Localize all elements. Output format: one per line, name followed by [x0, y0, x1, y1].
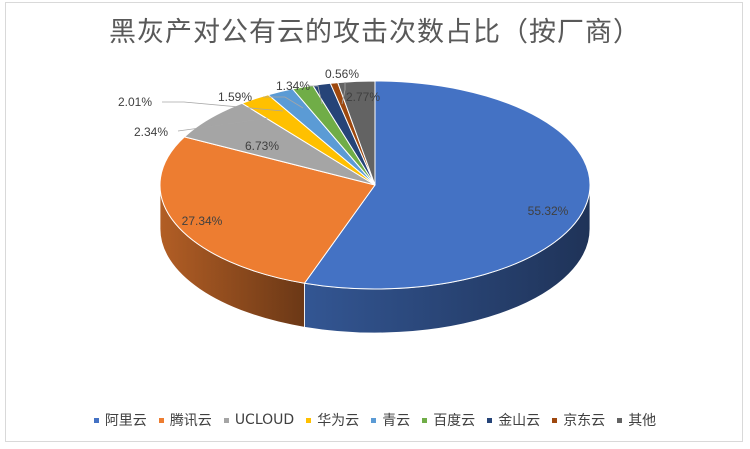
legend-label: 百度云: [433, 413, 476, 429]
legend-item-3: 华为云: [306, 410, 359, 430]
legend-label: 金山云: [498, 413, 541, 429]
legend-label: 青云: [382, 413, 411, 429]
legend-swatch: [487, 417, 493, 423]
legend-item-6: 金山云: [487, 410, 540, 430]
leader-line-5: [263, 96, 304, 109]
leader-line-6: [310, 85, 323, 105]
legend-swatch: [93, 417, 99, 423]
legend-item-2: UCLOUD: [223, 412, 295, 428]
legend-swatch: [552, 417, 558, 423]
legend-swatch: [422, 417, 428, 423]
legend-label: 阿里云: [104, 413, 147, 429]
leader-line-4: [162, 101, 284, 112]
data-label-8: 2.77%: [346, 90, 380, 104]
data-label-5: 1.59%: [218, 90, 252, 104]
legend-swatch: [223, 417, 229, 423]
legend-item-4: 青云: [371, 410, 410, 430]
legend-swatch: [158, 417, 164, 423]
data-label-2: 6.73%: [245, 139, 279, 153]
legend-label: UCLOUD: [234, 412, 295, 428]
legend-item-8: 其他: [617, 410, 656, 430]
legend: 阿里云 腾讯云 UCLOUD 华为云 青云 百度云 金山云 京东云 其他: [0, 408, 750, 432]
legend-swatch: [617, 417, 623, 423]
pie-slice-8: [337, 80, 376, 186]
legend-label: 京东云: [563, 413, 606, 429]
legend-swatch: [371, 417, 377, 423]
legend-label: 腾讯云: [169, 413, 212, 429]
chart-title: 黑灰产对公有云的攻击次数占比（按厂商）: [109, 17, 641, 48]
legend-label: 华为云: [317, 413, 360, 429]
legend-item-1: 腾讯云: [158, 410, 212, 430]
legend-item-5: 百度云: [422, 410, 475, 430]
legend-item-7: 京东云: [552, 410, 605, 430]
pie-slice-0: [303, 80, 591, 290]
data-label-4: 2.01%: [118, 95, 152, 109]
data-label-0: 55.32%: [528, 204, 569, 218]
chart-border: [5, 2, 743, 442]
legend-item-0: 阿里云: [93, 410, 147, 430]
data-label-3: 2.34%: [134, 125, 168, 139]
data-label-1: 27.34%: [182, 214, 223, 228]
pie-slice-1: [159, 136, 376, 284]
leader-line-3: [177, 117, 269, 132]
legend-swatch: [306, 417, 312, 423]
data-label-6: 1.34%: [276, 79, 310, 93]
legend-label: 其他: [628, 413, 657, 429]
data-label-7: 0.56%: [325, 67, 359, 81]
leader-line-7: [341, 82, 346, 105]
